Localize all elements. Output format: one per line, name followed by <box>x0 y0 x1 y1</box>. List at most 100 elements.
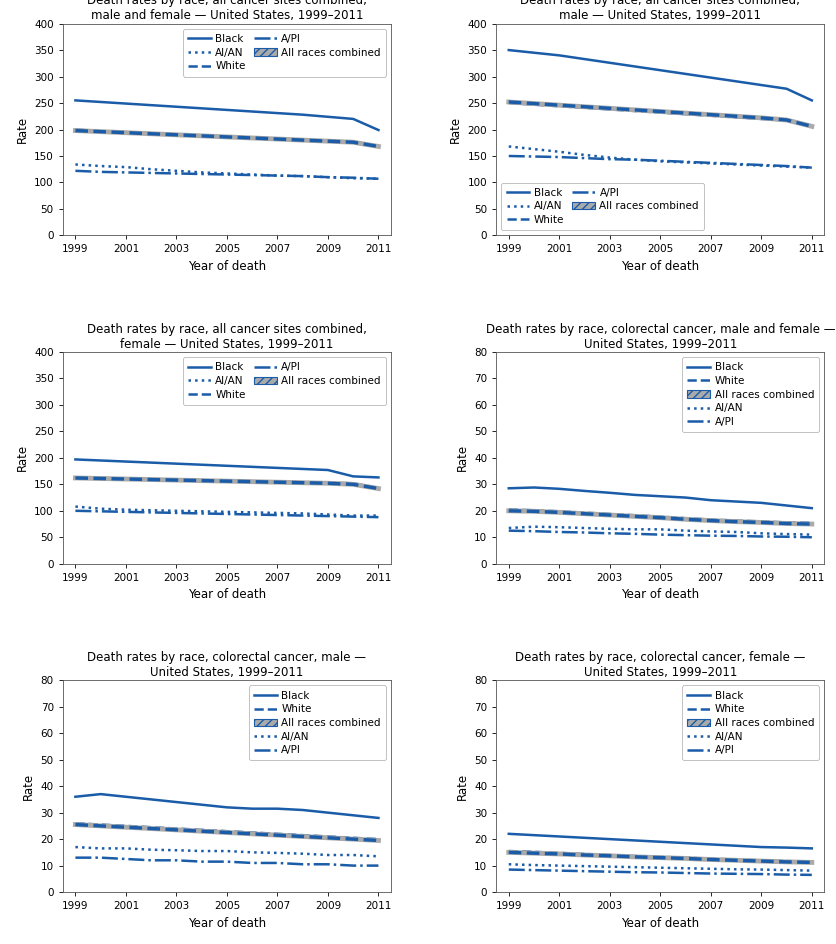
X-axis label: Year of death: Year of death <box>620 260 699 273</box>
White <box>604 508 614 519</box>
AI/AN <box>781 865 791 876</box>
A/PI <box>503 150 513 161</box>
Black <box>553 831 563 842</box>
X-axis label: Year of death: Year of death <box>187 917 266 930</box>
White <box>756 515 766 527</box>
Title: Death rates by race, all cancer sites combined,
female — United States, 1999–201: Death rates by race, all cancer sites co… <box>87 323 366 351</box>
AI/AN <box>553 860 563 871</box>
AI/AN <box>247 847 257 858</box>
A/PI <box>146 507 156 518</box>
Black <box>806 843 816 854</box>
A/PI <box>70 505 80 516</box>
A/PI <box>806 531 816 543</box>
White <box>781 516 791 528</box>
White <box>655 511 665 522</box>
Black <box>655 64 665 76</box>
White <box>503 504 513 515</box>
A/PI <box>781 868 791 880</box>
AI/AN <box>630 862 640 873</box>
A/PI <box>323 511 333 522</box>
Black <box>298 804 308 816</box>
Black <box>604 58 614 69</box>
White <box>323 477 333 488</box>
AI/AN <box>553 146 563 158</box>
AI/AN <box>705 526 715 537</box>
White <box>222 475 232 486</box>
Black <box>171 101 181 112</box>
Line: Black: Black <box>75 794 378 818</box>
Black <box>756 841 766 852</box>
Black <box>604 834 614 845</box>
White <box>146 473 156 484</box>
A/PI <box>298 171 308 182</box>
Y-axis label: Rate: Rate <box>22 772 35 800</box>
A/PI <box>730 159 740 170</box>
Black <box>705 495 715 506</box>
White <box>373 834 383 845</box>
A/PI <box>373 173 383 184</box>
A/PI <box>781 160 791 172</box>
White <box>146 127 156 139</box>
White <box>781 855 791 867</box>
Black <box>298 464 308 475</box>
A/PI <box>171 507 181 518</box>
Line: AI/AN: AI/AN <box>508 527 811 534</box>
Black <box>705 72 715 83</box>
Black <box>630 60 640 72</box>
Black <box>730 76 740 87</box>
White <box>120 820 130 832</box>
A/PI <box>222 856 232 868</box>
White <box>579 102 589 113</box>
A/PI <box>630 154 640 165</box>
A/PI <box>756 868 766 880</box>
A/PI <box>528 151 538 162</box>
A/PI <box>348 172 358 183</box>
Title: Death rates by race, all cancer sites combined,
male and female — United States,: Death rates by race, all cancer sites co… <box>87 0 366 23</box>
AI/AN <box>680 525 690 536</box>
AI/AN <box>503 859 513 870</box>
A/PI <box>806 162 816 174</box>
AI/AN <box>146 844 156 855</box>
AI/AN <box>171 165 181 177</box>
Line: Black: Black <box>75 100 378 130</box>
White <box>95 126 105 137</box>
Line: AI/AN: AI/AN <box>75 847 378 856</box>
Black <box>247 106 257 117</box>
Black <box>503 828 513 839</box>
Black <box>247 803 257 815</box>
Line: A/PI: A/PI <box>508 531 811 537</box>
AI/AN <box>323 509 333 520</box>
AI/AN <box>146 505 156 516</box>
Black <box>323 111 333 123</box>
White <box>806 120 816 131</box>
White <box>503 97 513 109</box>
Y-axis label: Rate: Rate <box>455 772 468 800</box>
White <box>553 506 563 517</box>
Legend: Black, White, All races combined, AI/AN, A/PI: Black, White, All races combined, AI/AN,… <box>681 685 818 761</box>
Line: Black: Black <box>508 487 811 508</box>
White <box>756 113 766 125</box>
Y-axis label: Rate: Rate <box>15 445 28 471</box>
White <box>247 132 257 143</box>
White <box>298 134 308 145</box>
Black <box>553 50 563 61</box>
Black <box>323 807 333 818</box>
A/PI <box>730 531 740 542</box>
A/PI <box>196 856 206 868</box>
AI/AN <box>120 843 130 854</box>
Black <box>503 44 513 56</box>
AI/AN <box>705 158 715 169</box>
White <box>171 823 181 834</box>
Line: White: White <box>75 478 378 488</box>
Black <box>373 812 383 823</box>
White <box>553 847 563 858</box>
Line: White: White <box>508 103 811 126</box>
Line: A/PI: A/PI <box>508 869 811 875</box>
A/PI <box>323 172 333 183</box>
Line: A/PI: A/PI <box>75 858 378 866</box>
AI/AN <box>604 523 614 534</box>
AI/AN <box>604 152 614 163</box>
Black <box>655 491 665 502</box>
A/PI <box>247 509 257 520</box>
A/PI <box>630 867 640 878</box>
